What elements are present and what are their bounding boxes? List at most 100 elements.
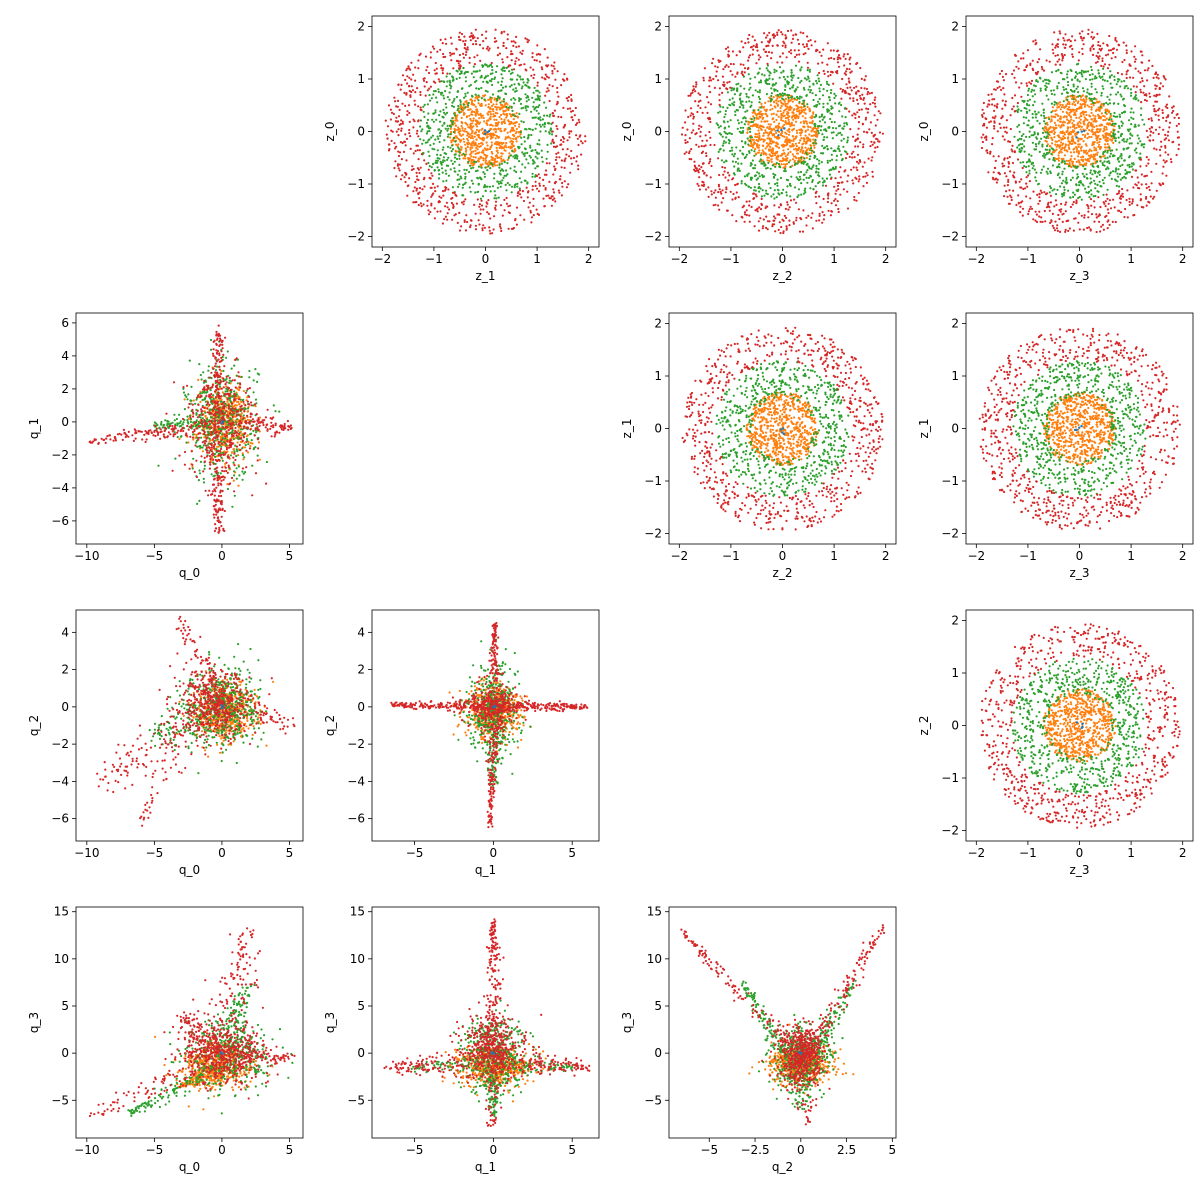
- point: [1094, 162, 1097, 165]
- point: [758, 113, 761, 116]
- point: [759, 81, 763, 84]
- point: [815, 79, 818, 83]
- point: [742, 130, 745, 133]
- point: [799, 121, 803, 124]
- point: [568, 130, 571, 133]
- point: [705, 154, 708, 158]
- point: [832, 168, 836, 171]
- point: [480, 137, 483, 140]
- point: [520, 120, 523, 123]
- point: [1068, 147, 1071, 151]
- point: [732, 104, 736, 107]
- point: [1100, 112, 1103, 115]
- point: [823, 72, 826, 75]
- point: [814, 155, 817, 158]
- point: [821, 133, 824, 136]
- point: [522, 121, 525, 124]
- point: [1072, 130, 1076, 133]
- point: [480, 114, 483, 117]
- point: [1103, 125, 1106, 128]
- point: [705, 139, 709, 142]
- point: [441, 91, 444, 94]
- point: [538, 97, 541, 100]
- point: [390, 111, 394, 114]
- point: [500, 80, 503, 83]
- point: [710, 193, 713, 196]
- point: [707, 162, 711, 165]
- point: [443, 111, 446, 114]
- point: [844, 157, 848, 160]
- point: [855, 62, 858, 66]
- point: [746, 173, 749, 176]
- point: [802, 31, 805, 35]
- point: [488, 226, 491, 229]
- point: [406, 82, 409, 85]
- point: [762, 48, 766, 51]
- point: [799, 170, 803, 174]
- point: [830, 113, 834, 116]
- point: [493, 133, 496, 136]
- point: [844, 89, 847, 92]
- point: [503, 174, 506, 177]
- point: [416, 129, 419, 132]
- point: [556, 127, 559, 130]
- point: [722, 81, 725, 84]
- point: [840, 153, 843, 156]
- point: [828, 173, 832, 176]
- point: [571, 118, 574, 122]
- point: [470, 98, 473, 101]
- point: [826, 161, 829, 164]
- point: [826, 136, 829, 139]
- y-tick-label: 1: [357, 72, 365, 86]
- point: [544, 73, 547, 76]
- point: [1095, 108, 1098, 111]
- point: [846, 139, 849, 142]
- point: [412, 190, 415, 193]
- point: [1050, 119, 1053, 122]
- point: [516, 115, 519, 118]
- point: [434, 90, 437, 93]
- point: [488, 185, 491, 188]
- point: [481, 163, 484, 166]
- point: [787, 106, 790, 109]
- point: [821, 152, 825, 155]
- point: [698, 188, 702, 191]
- point: [454, 140, 457, 143]
- point: [709, 91, 712, 94]
- point: [779, 203, 782, 206]
- point: [474, 93, 477, 96]
- point: [733, 101, 736, 104]
- point: [477, 94, 480, 97]
- point: [747, 172, 750, 175]
- point: [821, 221, 824, 224]
- point: [450, 201, 453, 205]
- point: [766, 166, 769, 169]
- point: [818, 159, 821, 162]
- point: [422, 203, 425, 206]
- point: [795, 88, 798, 91]
- point: [464, 53, 467, 57]
- point: [1070, 118, 1073, 121]
- point: [538, 104, 541, 107]
- point: [789, 195, 792, 198]
- point: [879, 112, 882, 115]
- point: [426, 130, 429, 133]
- point: [499, 129, 502, 132]
- point: [809, 175, 813, 178]
- point: [717, 191, 720, 194]
- point: [821, 118, 824, 121]
- point: [836, 184, 840, 187]
- point: [499, 127, 502, 130]
- point: [740, 182, 743, 185]
- point: [510, 98, 513, 101]
- point: [464, 80, 467, 83]
- point: [458, 111, 461, 114]
- point: [1124, 169, 1127, 172]
- point: [524, 68, 527, 71]
- point: [751, 120, 755, 124]
- point: [749, 186, 753, 189]
- point: [795, 219, 798, 222]
- point: [821, 61, 824, 64]
- point: [760, 128, 763, 131]
- point: [1087, 154, 1090, 157]
